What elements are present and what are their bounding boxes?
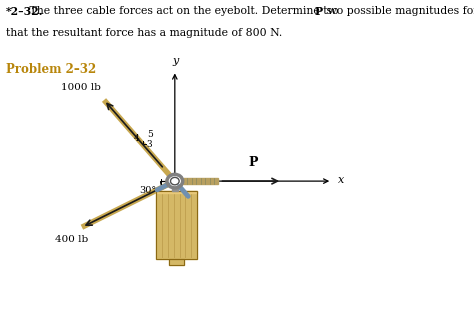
Bar <box>156 191 197 193</box>
Bar <box>172 187 178 191</box>
Text: P: P <box>249 156 258 169</box>
Text: 4: 4 <box>134 134 139 143</box>
Circle shape <box>167 174 182 188</box>
Bar <box>169 259 184 265</box>
Text: 1000 lb: 1000 lb <box>61 83 100 92</box>
Text: 400 lb: 400 lb <box>55 235 88 244</box>
Text: so: so <box>322 6 338 16</box>
Text: Problem 2–32: Problem 2–32 <box>6 63 96 76</box>
Text: P: P <box>315 6 323 17</box>
Text: 3: 3 <box>146 140 152 149</box>
Bar <box>169 259 184 265</box>
Text: 5: 5 <box>147 130 153 139</box>
Text: x: x <box>337 175 344 185</box>
Text: *2–32.: *2–32. <box>6 6 43 17</box>
Text: 30°: 30° <box>139 186 156 195</box>
Text: that the resultant force has a magnitude of 800 N.: that the resultant force has a magnitude… <box>6 28 282 38</box>
Text: The three cable forces act on the eyebolt. Determine two possible magnitudes for: The three cable forces act on the eyebol… <box>26 6 474 16</box>
Bar <box>156 191 197 259</box>
Bar <box>182 178 219 184</box>
Text: y: y <box>173 56 179 66</box>
Bar <box>156 191 197 259</box>
